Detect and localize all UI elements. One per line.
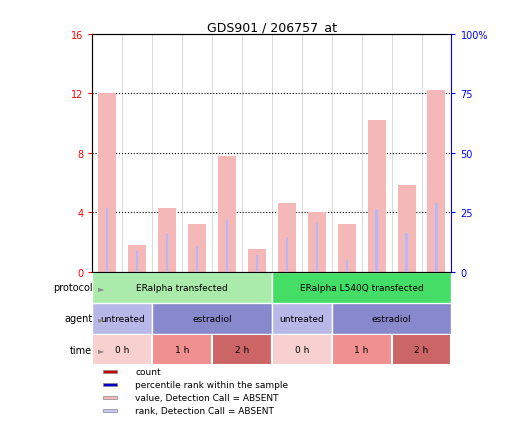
Bar [255,256,258,272]
Bar [218,156,236,272]
Bar [272,303,332,334]
Text: estradiol: estradiol [192,314,232,323]
Bar [103,383,117,386]
Bar [368,121,386,272]
Bar [272,334,332,365]
Text: 2 h: 2 h [235,345,249,354]
Bar [248,250,266,272]
Bar [315,223,318,272]
Text: estradiol: estradiol [372,314,411,323]
Bar [152,303,272,334]
Text: protocol: protocol [53,283,92,293]
Bar [103,371,117,374]
Bar [103,396,117,399]
Bar [272,272,451,303]
Bar [435,204,438,272]
Bar [405,233,408,272]
Bar [92,334,152,365]
Text: ERalpha transfected: ERalpha transfected [136,283,228,292]
Bar [345,260,348,272]
Bar [332,334,391,365]
Text: 1 h: 1 h [354,345,369,354]
Bar [391,334,451,365]
Bar [286,238,288,272]
Bar [103,409,117,412]
Bar [158,208,176,272]
Bar [128,245,146,272]
Bar [212,334,272,365]
Bar [92,272,272,303]
Bar [152,334,212,365]
Text: rank, Detection Call = ABSENT: rank, Detection Call = ABSENT [135,407,274,415]
Text: ►: ► [98,314,104,323]
Bar [98,94,116,272]
Text: percentile rank within the sample: percentile rank within the sample [135,380,288,389]
Text: time: time [70,345,92,355]
Text: count: count [135,368,161,377]
Bar [136,251,139,272]
Bar [332,303,451,334]
Bar [226,220,228,272]
Text: ►: ► [98,345,104,354]
Bar [338,224,356,272]
Bar [376,210,378,272]
Bar [398,186,416,272]
Text: agent: agent [64,314,92,324]
Text: untreated: untreated [280,314,324,323]
Text: 2 h: 2 h [415,345,429,354]
Bar [427,91,445,272]
Bar [106,208,109,272]
Text: 1 h: 1 h [175,345,189,354]
Text: ERalpha L540Q transfected: ERalpha L540Q transfected [300,283,424,292]
Text: 0 h: 0 h [294,345,309,354]
Bar [166,233,168,272]
Text: untreated: untreated [100,314,145,323]
Bar [188,224,206,272]
Title: GDS901 / 206757_at: GDS901 / 206757_at [207,20,337,33]
Text: 0 h: 0 h [115,345,129,354]
Bar [196,247,198,272]
Bar [92,303,152,334]
Text: value, Detection Call = ABSENT: value, Detection Call = ABSENT [135,393,279,402]
Bar [278,204,296,272]
Text: ►: ► [98,283,104,292]
Bar [308,213,326,272]
